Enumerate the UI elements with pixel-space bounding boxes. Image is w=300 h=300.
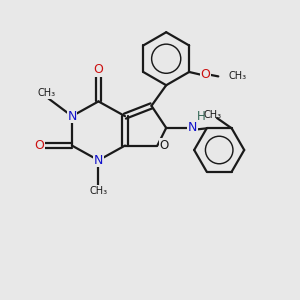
Text: O: O [200, 68, 210, 81]
Text: O: O [159, 139, 169, 152]
Text: N: N [67, 110, 77, 123]
Text: N: N [188, 122, 197, 134]
Text: CH₃: CH₃ [89, 186, 107, 196]
Text: O: O [34, 139, 44, 152]
Text: CH₃: CH₃ [203, 110, 222, 120]
Text: CH₃: CH₃ [228, 71, 246, 81]
Text: O: O [94, 63, 103, 76]
Text: CH₃: CH₃ [38, 88, 56, 98]
Text: N: N [94, 154, 103, 167]
Text: H: H [196, 110, 205, 123]
